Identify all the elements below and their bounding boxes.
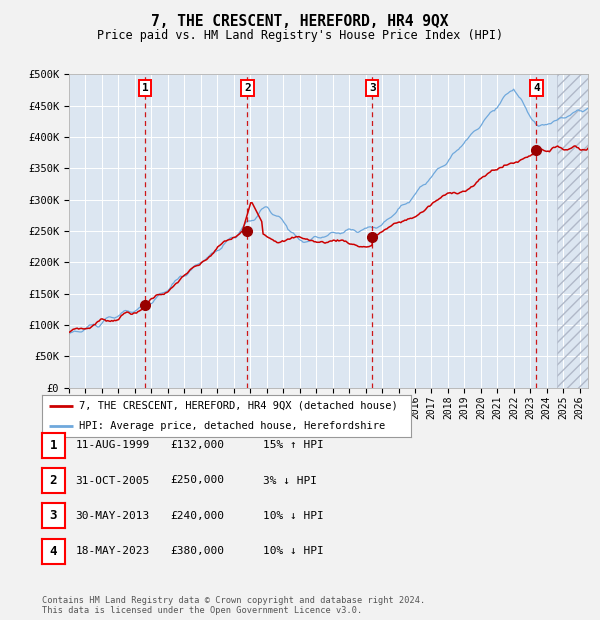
Text: 7, THE CRESCENT, HEREFORD, HR4 9QX (detached house): 7, THE CRESCENT, HEREFORD, HR4 9QX (deta… — [79, 401, 398, 411]
Text: £250,000: £250,000 — [170, 476, 224, 485]
Text: HPI: Average price, detached house, Herefordshire: HPI: Average price, detached house, Here… — [79, 421, 385, 431]
Text: 4: 4 — [50, 545, 57, 557]
Text: £132,000: £132,000 — [170, 440, 224, 450]
Text: 1: 1 — [142, 83, 148, 93]
Text: 15% ↑ HPI: 15% ↑ HPI — [263, 440, 323, 450]
Text: 4: 4 — [533, 83, 540, 93]
Text: 10% ↓ HPI: 10% ↓ HPI — [263, 546, 323, 556]
Text: 18-MAY-2023: 18-MAY-2023 — [76, 546, 150, 556]
Text: 31-OCT-2005: 31-OCT-2005 — [76, 476, 150, 485]
Text: 3: 3 — [50, 510, 57, 522]
Text: 2: 2 — [244, 83, 251, 93]
Text: Contains HM Land Registry data © Crown copyright and database right 2024.
This d: Contains HM Land Registry data © Crown c… — [42, 596, 425, 615]
Text: 1: 1 — [50, 439, 57, 451]
Text: 10% ↓ HPI: 10% ↓ HPI — [263, 511, 323, 521]
Text: 2: 2 — [50, 474, 57, 487]
Text: 3: 3 — [369, 83, 376, 93]
Text: 30-MAY-2013: 30-MAY-2013 — [76, 511, 150, 521]
Text: Price paid vs. HM Land Registry's House Price Index (HPI): Price paid vs. HM Land Registry's House … — [97, 30, 503, 42]
Text: 3% ↓ HPI: 3% ↓ HPI — [263, 476, 317, 485]
Text: 11-AUG-1999: 11-AUG-1999 — [76, 440, 150, 450]
Text: £240,000: £240,000 — [170, 511, 224, 521]
Text: £380,000: £380,000 — [170, 546, 224, 556]
Text: 7, THE CRESCENT, HEREFORD, HR4 9QX: 7, THE CRESCENT, HEREFORD, HR4 9QX — [151, 14, 449, 29]
